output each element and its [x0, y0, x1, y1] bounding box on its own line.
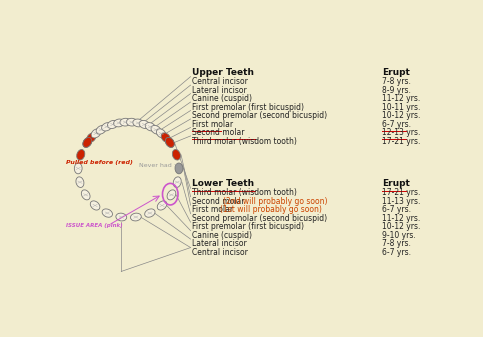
Text: Lateral incisor: Lateral incisor — [192, 86, 247, 95]
Ellipse shape — [145, 209, 155, 217]
Text: Third molar (wisdom tooth): Third molar (wisdom tooth) — [192, 137, 297, 146]
Text: (1st will probably go soon): (1st will probably go soon) — [220, 205, 322, 214]
Text: 6-7 yrs.: 6-7 yrs. — [382, 248, 411, 256]
Ellipse shape — [133, 119, 143, 127]
Ellipse shape — [86, 133, 96, 143]
Text: 6-7 yrs.: 6-7 yrs. — [382, 120, 411, 129]
Text: 8-9 yrs.: 8-9 yrs. — [382, 86, 411, 95]
Ellipse shape — [107, 120, 118, 128]
Text: Second molar: Second molar — [192, 197, 247, 206]
Text: Second molar: Second molar — [192, 128, 244, 137]
Text: Canine (cuspid): Canine (cuspid) — [192, 94, 252, 103]
Ellipse shape — [114, 119, 124, 127]
Text: 17-21 yrs.: 17-21 yrs. — [382, 137, 420, 146]
Ellipse shape — [130, 213, 141, 221]
Text: Central incisor: Central incisor — [192, 78, 248, 86]
Text: First premolar (first bicuspid): First premolar (first bicuspid) — [192, 222, 304, 231]
Text: Lower Teeth: Lower Teeth — [192, 179, 254, 188]
Text: Third molar (wisdom tooth): Third molar (wisdom tooth) — [192, 188, 297, 197]
Text: Pulled before (red): Pulled before (red) — [66, 160, 133, 164]
Text: 11-12 yrs.: 11-12 yrs. — [382, 214, 420, 223]
Text: Central incisor: Central incisor — [192, 248, 248, 256]
Ellipse shape — [167, 190, 176, 200]
Ellipse shape — [139, 120, 150, 128]
Ellipse shape — [116, 213, 127, 221]
Text: Second premolar (second bicuspid): Second premolar (second bicuspid) — [192, 214, 327, 223]
Text: ISSUE AREA (pink): ISSUE AREA (pink) — [66, 223, 122, 228]
Ellipse shape — [120, 118, 131, 126]
Text: 11-13 yrs.: 11-13 yrs. — [382, 197, 420, 206]
Ellipse shape — [101, 123, 112, 131]
Text: 7-8 yrs.: 7-8 yrs. — [382, 239, 411, 248]
Text: Erupt: Erupt — [382, 68, 410, 77]
Text: First premolar (first bicuspid): First premolar (first bicuspid) — [192, 103, 304, 112]
Text: Erupt: Erupt — [382, 179, 410, 188]
Ellipse shape — [175, 163, 183, 174]
Ellipse shape — [77, 150, 85, 160]
Ellipse shape — [74, 163, 82, 174]
Text: 9-10 yrs.: 9-10 yrs. — [382, 231, 416, 240]
Ellipse shape — [173, 177, 181, 187]
Ellipse shape — [145, 123, 156, 131]
Ellipse shape — [96, 125, 106, 134]
Text: (2nd will probably go soon): (2nd will probably go soon) — [223, 197, 327, 206]
Ellipse shape — [172, 150, 181, 160]
Ellipse shape — [76, 177, 84, 187]
Ellipse shape — [102, 209, 113, 217]
Ellipse shape — [156, 129, 166, 138]
Text: 7-8 yrs.: 7-8 yrs. — [382, 78, 411, 86]
Text: 12-13 yrs.: 12-13 yrs. — [382, 128, 420, 137]
Text: Canine (cuspid): Canine (cuspid) — [192, 231, 252, 240]
Ellipse shape — [81, 190, 90, 200]
Ellipse shape — [151, 125, 161, 134]
Ellipse shape — [83, 137, 92, 147]
Text: 6-7 yrs.: 6-7 yrs. — [382, 205, 411, 214]
Ellipse shape — [165, 137, 174, 147]
Text: 10-11 yrs.: 10-11 yrs. — [382, 103, 420, 112]
Text: 11-12 yrs.: 11-12 yrs. — [382, 94, 420, 103]
Text: Never had >: Never had > — [139, 163, 179, 168]
Text: 10-12 yrs.: 10-12 yrs. — [382, 111, 420, 120]
Ellipse shape — [90, 201, 100, 210]
Text: First molar: First molar — [192, 120, 233, 129]
Text: 17-21 yrs.: 17-21 yrs. — [382, 188, 420, 197]
Ellipse shape — [165, 137, 174, 147]
Text: Second premolar (second bicuspid): Second premolar (second bicuspid) — [192, 111, 327, 120]
Text: First molar: First molar — [192, 205, 236, 214]
Text: 10-12 yrs.: 10-12 yrs. — [382, 222, 420, 231]
Ellipse shape — [157, 201, 167, 210]
Ellipse shape — [91, 129, 101, 138]
Ellipse shape — [161, 133, 170, 143]
Ellipse shape — [127, 118, 137, 126]
Ellipse shape — [83, 137, 92, 147]
Text: Upper Teeth: Upper Teeth — [192, 68, 254, 77]
Text: Lateral incisor: Lateral incisor — [192, 239, 247, 248]
